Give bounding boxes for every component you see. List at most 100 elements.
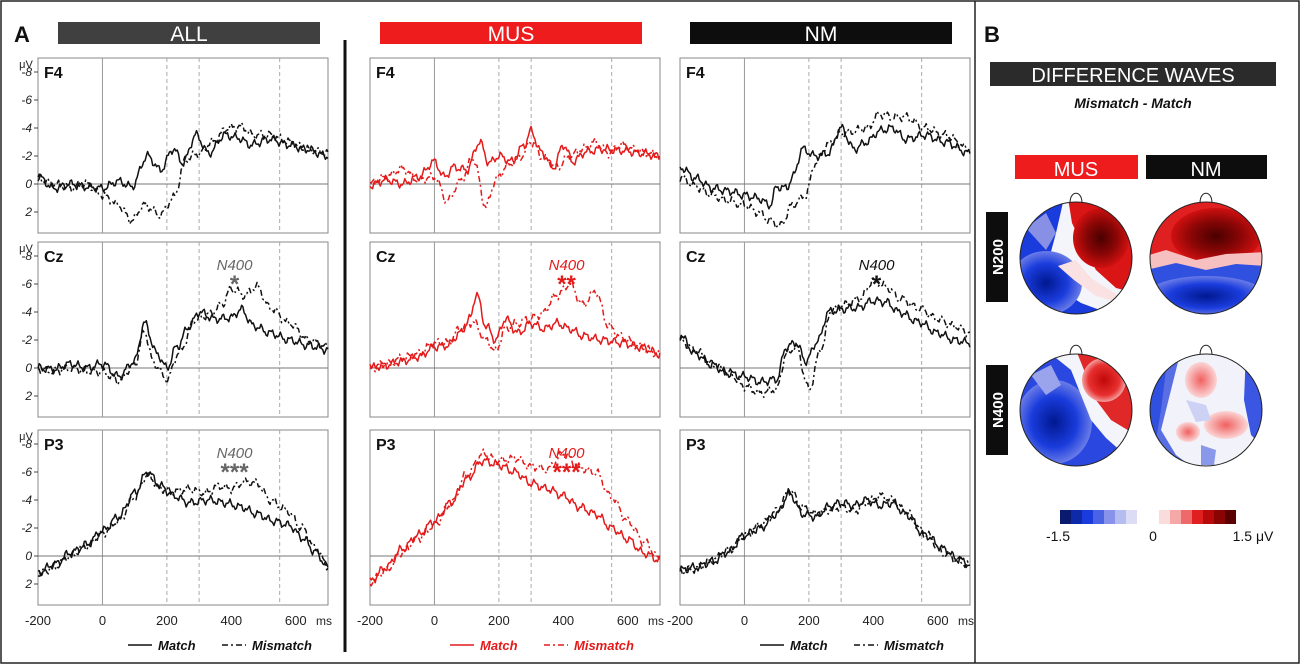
- electrode-label: P3: [44, 437, 64, 454]
- unit-label: μV: [19, 59, 33, 71]
- colorbar-tick-max: 1.5 μV: [1233, 528, 1274, 544]
- series-match-line: [37, 304, 329, 381]
- legend-dashed-label: Mismatch: [884, 638, 944, 653]
- topo-nm-label: NM: [1190, 159, 1221, 181]
- erp-panel-mus-f4: F4: [369, 57, 661, 234]
- significance-stars: ***: [221, 459, 250, 486]
- x-tick-label: -200: [357, 613, 383, 628]
- x-tick-label: 600: [285, 613, 307, 628]
- erp-panel-mus-p3: P3 N400*** -200 0 200 400 600 ms: [357, 429, 664, 628]
- x-tick-label: 600: [617, 613, 639, 628]
- y-tick-label: 2: [24, 577, 32, 591]
- legend-solid-label: Match: [158, 638, 196, 653]
- colorbar-swatch: [1225, 510, 1236, 524]
- topomap-nm-n200: [1149, 192, 1263, 315]
- colorbar-swatch: [1104, 510, 1115, 524]
- y-tick-label: -6: [21, 465, 32, 479]
- series-mismatch-line: [37, 469, 329, 577]
- topo-nm-banner: [1146, 155, 1267, 179]
- y-tick-label: -4: [21, 121, 32, 135]
- nose-icon: [1199, 192, 1213, 204]
- y-tick-label: -2: [21, 149, 32, 163]
- x-tick-label: 400: [862, 613, 884, 628]
- electrode-label: Cz: [376, 249, 396, 266]
- series-match-line: [369, 456, 661, 584]
- legend-solid-label: Match: [790, 638, 828, 653]
- series-mismatch-line: [37, 281, 329, 386]
- unit-label: μV: [19, 431, 33, 443]
- y-tick-label: 2: [24, 389, 32, 403]
- n400-annotation: N400: [859, 257, 896, 274]
- plot-frame: [679, 57, 971, 234]
- difference-waves-banner: [990, 62, 1276, 86]
- n400-annotation: N400: [549, 257, 586, 274]
- x-unit-label: ms: [316, 614, 332, 628]
- nose-icon: [1199, 344, 1213, 356]
- erp-panel-all-p3: -8 -6 -4 -2 0 2 μV P3 N400*** -200 0 200 400 600 ms: [19, 429, 332, 628]
- colorbar-swatch: [1159, 510, 1170, 524]
- significance-stars: *: [872, 271, 882, 298]
- y-tick-label: -2: [21, 333, 32, 347]
- y-tick-label: -6: [21, 277, 32, 291]
- y-tick-label: -8: [21, 249, 32, 263]
- y-tick-label: -2: [21, 521, 32, 535]
- x-tick-label: 200: [798, 613, 820, 628]
- y-tick-label: -6: [21, 93, 32, 107]
- erp-panel-nm-f4: F4: [679, 57, 971, 234]
- panel-a-label: A: [14, 22, 30, 47]
- topomap-nm-n400: [1149, 344, 1263, 467]
- colorbar-swatch: [1071, 510, 1082, 524]
- banner-all-label: ALL: [170, 23, 207, 46]
- row-label-n400-box: [986, 365, 1008, 455]
- plot-frame: [679, 241, 971, 418]
- head-outline: [1019, 353, 1133, 467]
- x-unit-label: ms: [648, 614, 664, 628]
- electrode-label: P3: [376, 437, 396, 454]
- x-tick-label: 0: [431, 613, 438, 628]
- banner-mus: [380, 22, 642, 44]
- plot-frame: [37, 429, 329, 606]
- plot-frame: [369, 57, 661, 234]
- colorbar-swatch: [1170, 510, 1181, 524]
- electrode-label: P3: [686, 437, 706, 454]
- banner-all: [58, 22, 320, 44]
- colorbar-tick-zero: 0: [1149, 528, 1157, 544]
- colorbar-swatch: [1115, 510, 1126, 524]
- x-tick-label: -200: [667, 613, 693, 628]
- legend-dashed-label: Mismatch: [252, 638, 312, 653]
- x-tick-label: 200: [156, 613, 178, 628]
- row-label-n400: N400: [990, 392, 1007, 428]
- difference-waves-subtitle: Mismatch - Match: [1074, 95, 1191, 111]
- electrode-label: F4: [686, 65, 705, 82]
- head-outline: [1149, 201, 1263, 315]
- unit-label: μV: [19, 243, 33, 255]
- plot-frame: [37, 57, 329, 234]
- plot-frame: [369, 241, 661, 418]
- legend-mus: Match Mismatch: [450, 638, 634, 653]
- electrode-label: Cz: [44, 249, 64, 266]
- x-tick-label: 200: [488, 613, 510, 628]
- erp-panel-all-f4: -8 -6 -4 -2 0 2 μV F4: [19, 57, 329, 234]
- n400-annotation: N400: [217, 445, 254, 462]
- plot-frame: [37, 241, 329, 418]
- significance-stars: *: [230, 271, 240, 298]
- banner-nm: [690, 22, 952, 44]
- colorbar-swatch: [1060, 510, 1071, 524]
- n400-annotation: N400: [217, 257, 254, 274]
- legend-nm: Match Mismatch: [760, 638, 944, 653]
- series-mismatch-line: [369, 280, 661, 373]
- colorbar-swatch: [1082, 510, 1093, 524]
- y-tick-label: 0: [25, 549, 32, 563]
- series-match-line: [37, 471, 329, 577]
- x-tick-label: 400: [552, 613, 574, 628]
- head-outline: [1019, 201, 1133, 315]
- plot-frame: [679, 429, 971, 606]
- electrode-label: F4: [44, 65, 63, 82]
- electrode-label: Cz: [686, 249, 706, 266]
- colorbar-swatch: [1214, 510, 1225, 524]
- colorbar-swatch: [1181, 510, 1192, 524]
- row-label-n200-box: [986, 212, 1008, 302]
- x-tick-label: 0: [741, 613, 748, 628]
